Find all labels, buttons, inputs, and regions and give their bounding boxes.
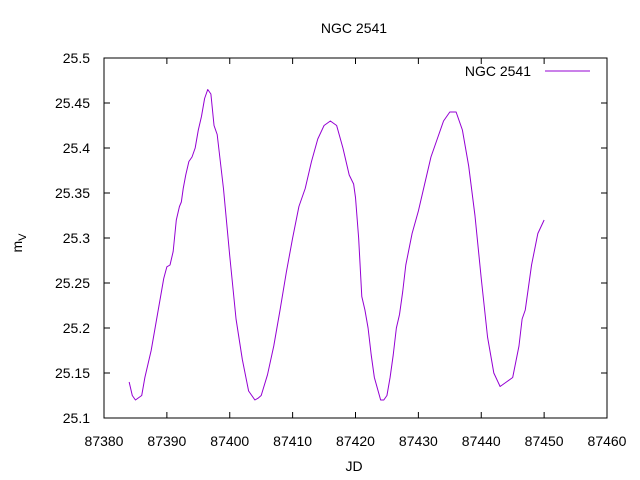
y-axis-ticks: 25.1 25.15 25.2 25.25 25.3 25.35 25.4 25.45 25.5 bbox=[55, 50, 607, 426]
y-tick-label: 25.15 bbox=[55, 365, 90, 381]
x-axis-label: JD bbox=[345, 458, 362, 474]
y-tick-label: 25.2 bbox=[63, 320, 90, 336]
y-tick-label: 25.3 bbox=[63, 230, 90, 246]
legend: NGC 2541 bbox=[465, 63, 590, 79]
x-tick-label: 87410 bbox=[273, 433, 312, 449]
y-tick-label: 25.1 bbox=[63, 410, 90, 426]
chart-title: NGC 2541 bbox=[321, 20, 387, 36]
y-axis-label-subscript: V bbox=[17, 233, 29, 241]
y-tick-label: 25.25 bbox=[55, 275, 90, 291]
legend-label: NGC 2541 bbox=[465, 63, 531, 79]
x-tick-label: 87400 bbox=[210, 433, 249, 449]
y-tick-label: 25.5 bbox=[63, 50, 90, 66]
y-tick-label: 25.4 bbox=[63, 140, 90, 156]
y-axis-label-main: m bbox=[9, 241, 25, 253]
y-tick-label: 25.45 bbox=[55, 95, 90, 111]
x-tick-label: 87450 bbox=[525, 433, 564, 449]
x-axis-ticks: 87380 87390 87400 87410 87420 87430 87440 87450… bbox=[85, 58, 627, 449]
x-tick-label: 87430 bbox=[399, 433, 438, 449]
y-axis-label: mV bbox=[9, 233, 29, 253]
x-tick-label: 87420 bbox=[336, 433, 375, 449]
series-layer bbox=[128, 89, 545, 401]
x-tick-label: 87440 bbox=[462, 433, 501, 449]
series-line bbox=[128, 89, 545, 401]
x-tick-label: 87460 bbox=[588, 433, 627, 449]
x-tick-label: 87380 bbox=[85, 433, 124, 449]
x-tick-label: 87390 bbox=[147, 433, 186, 449]
y-tick-label: 25.35 bbox=[55, 185, 90, 201]
plot-border bbox=[103, 57, 608, 419]
